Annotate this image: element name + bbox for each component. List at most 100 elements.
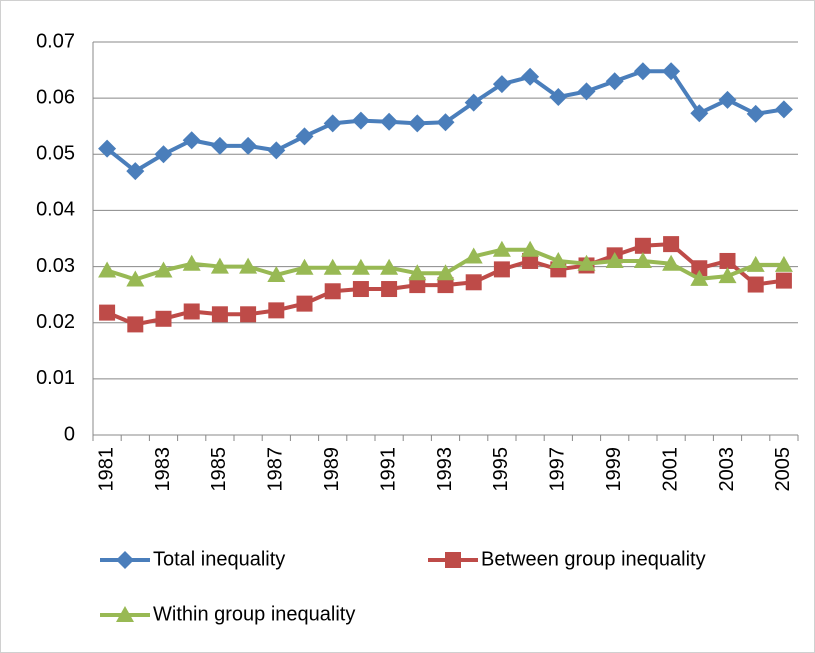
x-tick-label: 2001 [659,447,681,492]
marker [182,254,201,271]
marker [99,304,116,321]
marker [267,265,286,282]
marker [746,104,765,123]
marker [663,236,680,253]
marker [323,258,342,275]
marker [492,240,511,257]
marker [127,316,144,333]
marker [295,127,314,146]
x-tick-label: 1989 [321,447,343,492]
marker [116,551,134,569]
x-tick-label: 1993 [434,447,456,492]
marker [183,303,200,320]
legend-label: Between group inequality [481,548,706,570]
marker [268,302,285,319]
marker [577,254,596,271]
marker [775,272,792,289]
y-tick-label: 0.07 [36,30,75,52]
marker [98,139,117,158]
marker [239,257,258,274]
marker [126,162,145,181]
marker [295,258,314,275]
marker [437,277,454,294]
x-tick-label: 1983 [152,447,174,492]
marker [351,258,370,275]
marker [210,257,229,274]
marker [718,90,737,109]
marker [549,251,568,268]
marker [633,62,652,81]
y-tick-label: 0.05 [36,143,75,165]
marker [408,114,427,133]
marker [521,240,540,257]
marker [380,258,399,275]
marker [605,251,624,268]
marker [154,261,173,278]
marker [381,281,398,298]
marker [155,310,172,327]
marker [239,136,258,155]
marker [436,264,455,281]
marker [116,606,134,622]
marker [464,93,483,112]
marker [98,261,117,278]
x-tick-label: 1981 [95,447,117,492]
y-tick-label: 0.06 [36,86,75,108]
marker [493,261,510,278]
marker [465,274,482,291]
marker [352,281,369,298]
marker [408,264,427,281]
marker [464,247,483,264]
marker [210,136,229,155]
marker [267,141,286,160]
marker [633,251,652,268]
marker [774,100,793,119]
marker [445,552,461,568]
marker [662,254,681,271]
y-tick-label: 0.02 [36,311,75,333]
y-tick-label: 0 [64,423,75,445]
marker [718,267,737,284]
marker [522,252,539,269]
marker [605,72,624,91]
legend-label: Within group inequality [153,603,355,625]
x-tick-label: 1999 [603,447,625,492]
marker [747,276,764,293]
marker [521,67,540,86]
x-tick-label: 1995 [490,447,512,492]
marker [691,260,708,277]
y-tick-label: 0.04 [36,199,75,221]
x-tick-label: 1991 [377,447,399,492]
marker [126,270,145,287]
marker [182,131,201,150]
marker [436,113,455,132]
marker [690,104,709,123]
marker [154,145,173,164]
marker [409,277,426,294]
y-tick-label: 0.01 [36,367,75,389]
marker [324,283,341,300]
marker [774,255,793,272]
x-tick-label: 1985 [208,447,230,492]
marker [211,306,228,323]
y-tick-label: 0.03 [36,255,75,277]
x-tick-label: 1987 [265,447,287,492]
marker [380,112,399,131]
marker [577,82,596,101]
x-tick-label: 1997 [547,447,569,492]
marker [719,252,736,269]
marker [662,62,681,81]
marker [746,255,765,272]
marker [492,75,511,94]
marker [549,88,568,107]
marker [634,237,651,254]
marker [351,111,370,130]
marker [690,269,709,286]
x-tick-label: 2005 [772,447,794,492]
x-tick-label: 2003 [716,447,738,492]
legend-label: Total inequality [153,548,285,570]
marker [296,295,313,312]
marker [240,306,257,323]
marker [323,114,342,133]
